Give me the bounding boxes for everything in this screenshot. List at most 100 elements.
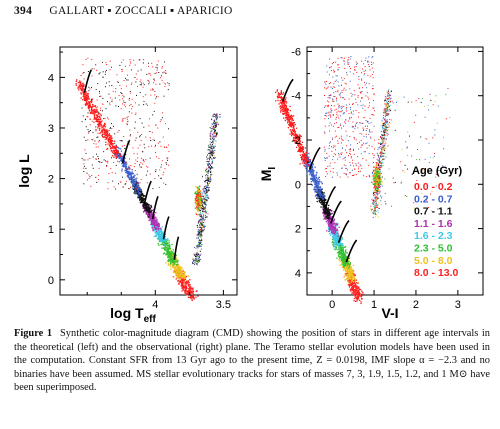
star-point [157, 223, 159, 225]
star-point [118, 161, 120, 163]
star-point [354, 292, 356, 294]
star-point [124, 117, 126, 119]
star-point [126, 171, 129, 173]
star-point [196, 202, 199, 204]
star-point [105, 62, 107, 64]
star-point [205, 200, 207, 202]
star-point [123, 80, 125, 81]
star-point [173, 268, 176, 270]
star-point [103, 159, 105, 161]
star-point [188, 289, 190, 292]
star-point [159, 77, 161, 79]
star-point [337, 252, 340, 254]
star-point [200, 201, 203, 203]
star-point [106, 148, 108, 150]
star-point [89, 130, 90, 132]
star-point [347, 280, 349, 282]
star-point [119, 181, 121, 183]
star-point [93, 109, 96, 111]
star-point [102, 76, 104, 78]
star-point [151, 212, 153, 214]
star-point [174, 270, 176, 272]
star-point [201, 195, 203, 197]
star-point [348, 272, 350, 274]
star-point [206, 159, 208, 160]
star-point [151, 215, 153, 218]
star-point [327, 223, 329, 225]
star-point [88, 177, 90, 179]
left-plot-frame [59, 46, 238, 296]
star-point [137, 147, 139, 149]
star-point [86, 101, 88, 103]
star-point [170, 250, 173, 252]
star-point [196, 246, 198, 248]
star-point [164, 249, 166, 251]
star-point [125, 171, 127, 174]
star-point [346, 277, 348, 279]
star-point [164, 238, 166, 240]
star-point [346, 271, 348, 274]
star-point [102, 135, 104, 137]
star-point [178, 272, 180, 274]
star-point [205, 208, 206, 210]
star-point [180, 271, 182, 273]
star-point [171, 256, 173, 258]
star-point [162, 174, 164, 176]
star-point [111, 128, 113, 130]
star-point [91, 68, 93, 70]
star-point [163, 239, 166, 241]
star-point [198, 209, 200, 211]
star-point [102, 126, 105, 128]
star-point [101, 120, 103, 122]
star-point [158, 238, 160, 240]
star-point [142, 86, 144, 88]
star-point [174, 272, 177, 274]
star-point [130, 178, 132, 181]
star-point [204, 207, 206, 209]
star-point [135, 180, 137, 182]
star-point [116, 154, 118, 156]
star-point [350, 290, 352, 292]
star-point [79, 82, 82, 84]
running-header: 394 GALLART ▪ ZOCCALI ▪ APARICIO [14, 5, 233, 17]
star-point [350, 281, 352, 283]
star-point [201, 235, 203, 237]
star-point [334, 231, 336, 233]
star-point [152, 89, 154, 91]
star-point [165, 70, 167, 72]
star-point [97, 136, 99, 138]
star-point [91, 112, 94, 115]
page-number: 394 [14, 5, 33, 17]
star-point [110, 135, 113, 137]
star-point [99, 116, 101, 118]
star-point [142, 196, 144, 198]
star-point [101, 125, 103, 127]
star-point [177, 267, 180, 269]
star-point [172, 264, 174, 266]
star-point [208, 167, 209, 169]
star-point [343, 259, 346, 261]
star-point [150, 206, 153, 208]
star-point [122, 98, 123, 100]
star-point [83, 183, 85, 185]
star-point [352, 276, 354, 278]
star-point [111, 85, 113, 86]
star-point [190, 287, 192, 289]
star-point [213, 120, 215, 122]
star-point [117, 150, 119, 152]
star-point [125, 161, 127, 163]
star-point [165, 243, 167, 245]
star-point [198, 203, 200, 206]
star-point [214, 132, 215, 134]
star-point [213, 131, 215, 133]
star-point [351, 273, 353, 275]
star-point [168, 164, 170, 166]
star-point [347, 263, 349, 265]
star-point [85, 102, 87, 104]
star-point [184, 281, 186, 283]
star-point [97, 111, 99, 113]
star-point [169, 264, 171, 266]
star-point [203, 219, 205, 221]
star-point [79, 85, 81, 87]
